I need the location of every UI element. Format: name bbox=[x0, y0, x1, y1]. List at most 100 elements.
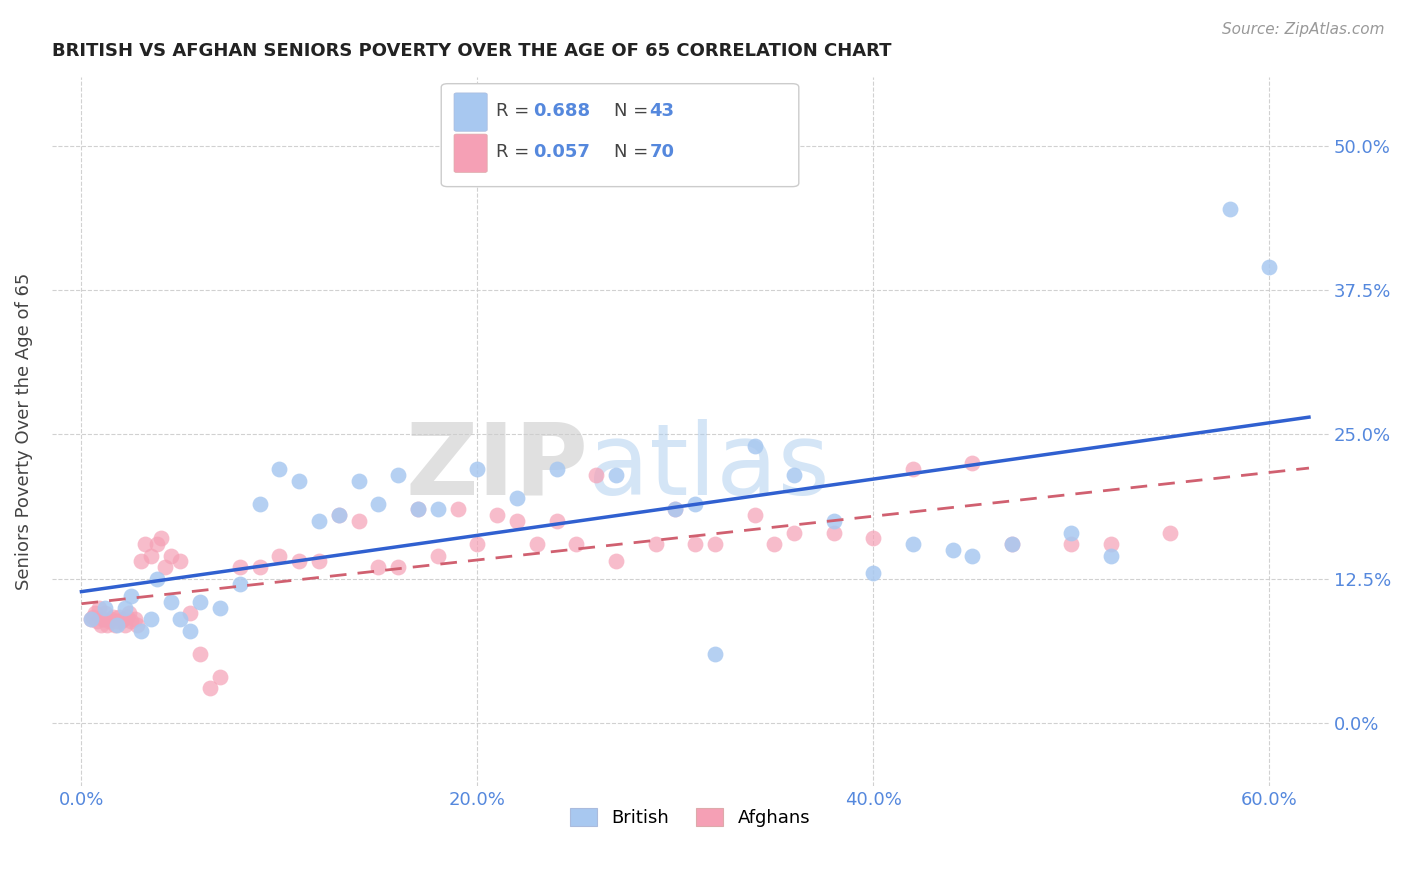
Point bbox=[120, 615, 142, 629]
Point bbox=[546, 462, 568, 476]
Point bbox=[179, 624, 201, 638]
Point bbox=[89, 600, 111, 615]
Point bbox=[426, 549, 449, 563]
Point bbox=[387, 467, 409, 482]
Point bbox=[406, 502, 429, 516]
Point bbox=[426, 502, 449, 516]
Point bbox=[387, 560, 409, 574]
Point bbox=[249, 497, 271, 511]
Point bbox=[744, 439, 766, 453]
Point bbox=[249, 560, 271, 574]
Point bbox=[683, 537, 706, 551]
Point bbox=[862, 566, 884, 580]
Point bbox=[744, 508, 766, 523]
Point bbox=[1001, 537, 1024, 551]
Point bbox=[367, 497, 389, 511]
Point bbox=[467, 537, 489, 551]
Point bbox=[108, 609, 131, 624]
Text: Source: ZipAtlas.com: Source: ZipAtlas.com bbox=[1222, 22, 1385, 37]
Point bbox=[80, 612, 103, 626]
Point bbox=[901, 462, 924, 476]
Point bbox=[446, 502, 468, 516]
Point bbox=[125, 618, 148, 632]
Point bbox=[98, 615, 121, 629]
Point bbox=[134, 537, 156, 551]
Text: atlas: atlas bbox=[588, 418, 830, 516]
Point bbox=[862, 531, 884, 545]
Point bbox=[347, 514, 370, 528]
Point bbox=[486, 508, 509, 523]
Point bbox=[942, 542, 965, 557]
Point bbox=[783, 467, 806, 482]
Point bbox=[105, 615, 128, 629]
Point bbox=[114, 600, 136, 615]
Point bbox=[110, 615, 132, 629]
Point bbox=[118, 607, 141, 621]
Point bbox=[1258, 260, 1281, 274]
Point bbox=[962, 549, 984, 563]
FancyBboxPatch shape bbox=[454, 93, 488, 131]
Y-axis label: Seniors Poverty Over the Age of 65: Seniors Poverty Over the Age of 65 bbox=[15, 273, 32, 591]
Point bbox=[96, 618, 118, 632]
Point bbox=[145, 537, 167, 551]
Point bbox=[169, 554, 191, 568]
Point bbox=[823, 514, 845, 528]
Text: BRITISH VS AFGHAN SENIORS POVERTY OVER THE AGE OF 65 CORRELATION CHART: BRITISH VS AFGHAN SENIORS POVERTY OVER T… bbox=[52, 42, 891, 60]
Point bbox=[120, 589, 142, 603]
Point bbox=[367, 560, 389, 574]
Point bbox=[159, 549, 181, 563]
Point bbox=[347, 474, 370, 488]
Point bbox=[90, 618, 112, 632]
Point bbox=[100, 612, 122, 626]
Point bbox=[91, 612, 114, 626]
Point bbox=[80, 612, 103, 626]
Point bbox=[149, 531, 172, 545]
Point bbox=[823, 525, 845, 540]
Point bbox=[585, 467, 607, 482]
Point bbox=[467, 462, 489, 476]
Point bbox=[139, 612, 162, 626]
Point bbox=[1001, 537, 1024, 551]
Text: 70: 70 bbox=[650, 143, 675, 161]
Text: R =: R = bbox=[496, 102, 536, 120]
Point bbox=[208, 600, 231, 615]
FancyBboxPatch shape bbox=[454, 134, 488, 172]
Point bbox=[145, 572, 167, 586]
Point bbox=[104, 618, 127, 632]
Point bbox=[683, 497, 706, 511]
Point bbox=[288, 474, 311, 488]
Point bbox=[565, 537, 588, 551]
Point bbox=[308, 554, 330, 568]
Point bbox=[229, 577, 252, 591]
Text: N =: N = bbox=[613, 143, 654, 161]
Point bbox=[1159, 525, 1181, 540]
Point bbox=[139, 549, 162, 563]
FancyBboxPatch shape bbox=[441, 84, 799, 186]
Point bbox=[546, 514, 568, 528]
Point bbox=[506, 491, 529, 505]
Point bbox=[179, 607, 201, 621]
Point bbox=[664, 502, 686, 516]
Point bbox=[129, 624, 152, 638]
Point bbox=[328, 508, 350, 523]
Point bbox=[112, 612, 135, 626]
Point bbox=[605, 467, 627, 482]
Point bbox=[94, 600, 117, 615]
Point bbox=[115, 609, 138, 624]
Point bbox=[105, 618, 128, 632]
Point bbox=[704, 647, 727, 661]
Point bbox=[114, 618, 136, 632]
Point bbox=[644, 537, 666, 551]
Text: 0.057: 0.057 bbox=[533, 143, 591, 161]
Text: 0.688: 0.688 bbox=[533, 102, 591, 120]
Point bbox=[664, 502, 686, 516]
Point bbox=[1219, 202, 1241, 217]
Point bbox=[101, 609, 124, 624]
Text: 43: 43 bbox=[650, 102, 675, 120]
Point bbox=[229, 560, 252, 574]
Point bbox=[94, 607, 117, 621]
Text: ZIP: ZIP bbox=[405, 418, 588, 516]
Point bbox=[86, 615, 108, 629]
Point bbox=[1060, 525, 1083, 540]
Point bbox=[269, 462, 291, 476]
